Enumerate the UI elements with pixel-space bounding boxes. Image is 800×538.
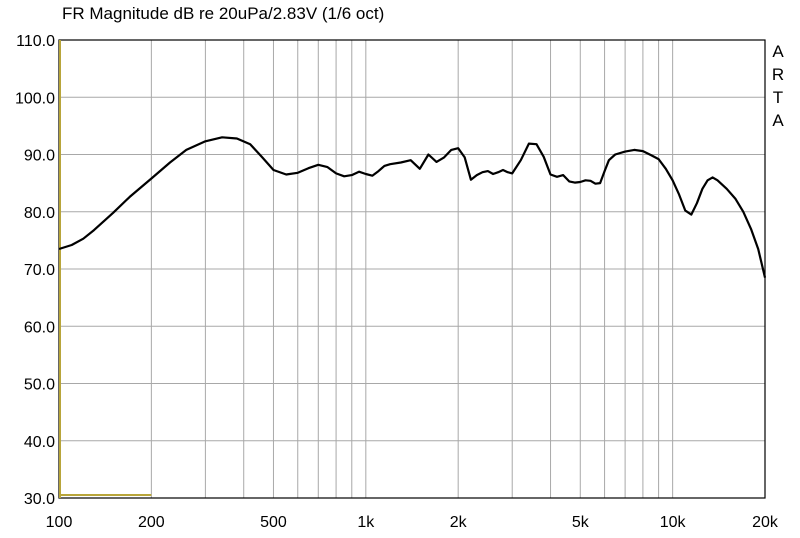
- x-tick-label: 500: [260, 514, 287, 531]
- x-tick-label: 100: [46, 514, 73, 531]
- y-tick-label: 50.0: [24, 377, 55, 394]
- fr-magnitude-curve: [58, 136, 767, 278]
- brand-letter: R: [771, 65, 785, 84]
- x-tick-label: 20k: [752, 514, 779, 531]
- x-tick-label: 5k: [572, 514, 590, 531]
- y-tick-label: 80.0: [24, 205, 55, 222]
- y-tick-label: 30.0: [24, 491, 55, 508]
- grid-horizontal-lines: [59, 96, 765, 442]
- x-tick-label: 1k: [357, 514, 375, 531]
- brand-letter: T: [772, 88, 784, 107]
- y-tick-label: 100.0: [15, 90, 55, 107]
- y-tick-label: 90.0: [24, 148, 55, 165]
- x-axis-tick-labels: 100 200 500 1k 2k 5k 10k 20k: [46, 514, 779, 531]
- chart-title: FR Magnitude dB re 20uPa/2.83V (1/6 oct): [62, 4, 385, 23]
- x-tick-label: 10k: [660, 514, 687, 531]
- range-markers: [59, 40, 152, 498]
- brand-letter: A: [772, 111, 784, 130]
- arta-logo-text: A R T A: [768, 40, 788, 132]
- y-tick-label: 40.0: [24, 434, 55, 451]
- y-tick-label: 60.0: [24, 319, 55, 336]
- y-tick-label: 70.0: [24, 262, 55, 279]
- y-tick-label: 110.0: [16, 33, 55, 50]
- brand-letter: A: [772, 42, 784, 61]
- y-axis-tick-labels: 30.0 40.0 50.0 60.0 70.0 80.0 90.0 100.0 110.0: [15, 33, 55, 508]
- x-tick-label: 2k: [450, 514, 468, 531]
- x-tick-label: 200: [138, 514, 165, 531]
